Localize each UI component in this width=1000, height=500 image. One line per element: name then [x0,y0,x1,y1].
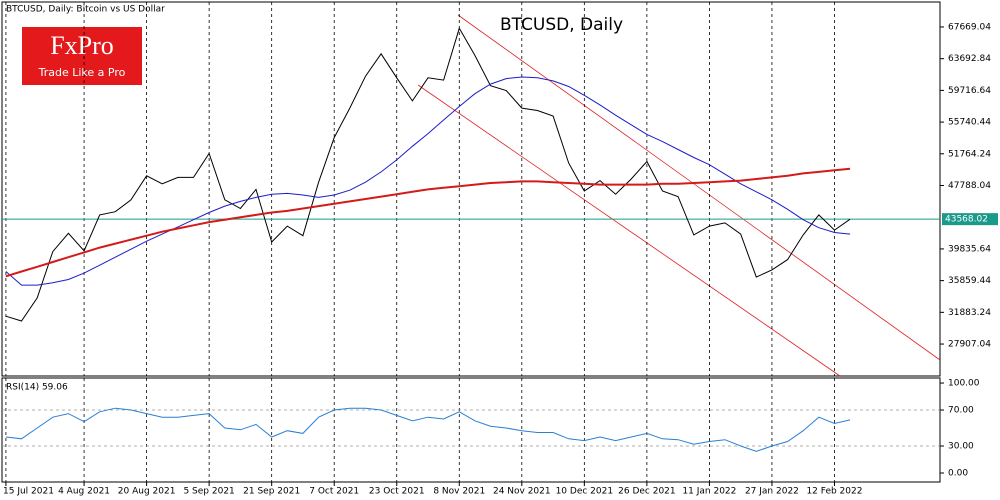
y-tick-label: 100.00 [948,379,980,389]
x-tick-label: 23 Oct 2021 [369,487,425,497]
rsi-title: RSI(14) 59.06 [6,383,68,393]
x-tick-label: 20 Aug 2021 [118,487,176,497]
x-tick-label: 4 Aug 2021 [58,487,110,497]
x-tick-label: 11 Jan 2022 [682,487,736,497]
y-tick-label: 67669.04 [948,22,991,32]
series-line [5,167,851,278]
y-tick-label: 31883.24 [948,308,991,318]
x-tick-label: 24 Nov 2021 [493,487,551,497]
y-tick-label: 39835.64 [948,244,991,254]
chart-title: BTCUSD, Daily [500,15,623,35]
y-tick-label: 51764.24 [948,149,991,159]
y-tick-label: 0.00 [948,469,968,479]
series-line [5,76,851,286]
logo [22,27,142,85]
x-tick-label: 21 Sep 2021 [243,487,300,497]
rsi-panel [1,377,941,483]
x-tick-label: 12 Feb 2022 [806,487,862,497]
y-tick-label: 59716.64 [948,86,991,96]
x-tick-label: 27 Jan 2022 [745,487,799,497]
y-tick-label: 35859.44 [948,276,991,286]
x-tick-label: 7 Oct 2021 [309,487,359,497]
x-tick-label: 10 Dec 2021 [556,487,614,497]
current-price-label: 43568.02 [945,215,988,225]
y-tick-label: 30.00 [948,442,974,452]
logo-brand: FxPro [50,31,114,60]
current-price-box [942,213,998,226]
x-tick-label: 26 Dec 2021 [618,487,676,497]
y-tick-label: 47788.04 [948,181,991,191]
y-tick-label: 55740.44 [948,118,991,128]
y-tick-label: 63692.84 [948,54,991,64]
y-tick-label: 70.00 [948,406,974,416]
channel-line [417,84,841,377]
header: BTCUSD, Daily: Bitcoin vs US Dollar [6,5,165,15]
x-tick-label: 15 Jul 2021 [3,487,54,497]
channel-line [457,14,941,361]
y-tick-label: 27907.04 [948,340,991,350]
x-tick-label: 8 Nov 2021 [433,487,485,497]
series-line [5,27,851,322]
price-panel [1,1,941,377]
series-line [5,407,851,452]
x-tick-label: 5 Sep 2021 [183,487,234,497]
logo-tagline: Trade Like a Pro [38,66,126,79]
